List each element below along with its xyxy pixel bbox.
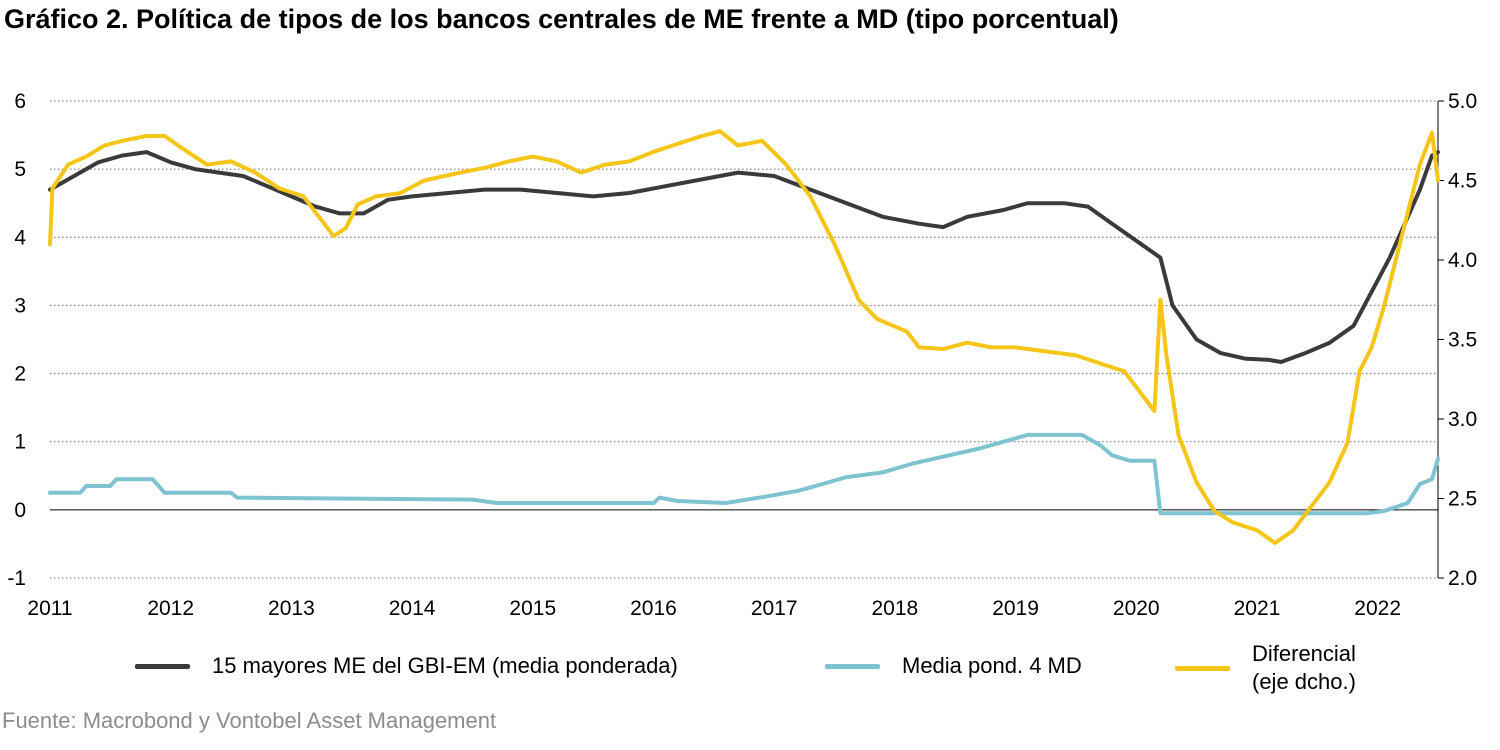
x-tick-label: 2022	[1354, 597, 1401, 620]
right-y-axis: 2.0 2.5 3.0 3.5 4.0 4.5 5.0	[1437, 90, 1477, 590]
legend: 15 mayores ME del GBI-EM (media ponderad…	[0, 640, 1500, 700]
x-tick-label: 2016	[630, 597, 677, 620]
chart-title: Gráfico 2. Política de tipos de los banc…	[4, 4, 1119, 34]
x-tick-label: 2013	[268, 597, 315, 620]
y-left-tick-label: -1	[7, 567, 26, 590]
line-chart: -1 0 1 2 3 4 5 6 2.0 2.5 3.0 3.5 4.0 4.5 5.0 2011 2012…	[7, 90, 1477, 620]
x-tick-label: 2017	[751, 597, 798, 620]
legend-label-spread-line2: (eje dcho.)	[1252, 669, 1356, 694]
series-line-dm	[48, 432, 1440, 516]
legend-item-spread: Diferencial (eje dcho.)	[1175, 640, 1356, 696]
x-tick-label: 2014	[389, 597, 436, 620]
y-left-tick-label: 3	[14, 294, 26, 317]
left-y-axis: -1 0 1 2 3 4 5 6	[7, 90, 26, 590]
x-tick-label: 2015	[509, 597, 556, 620]
x-tick-label: 2018	[872, 597, 919, 620]
legend-label-dm: Media pond. 4 MD	[902, 653, 1082, 678]
source-note: Fuente: Macrobond y Vontobel Asset Manag…	[2, 708, 497, 733]
y-right-tick-label: 4.5	[1448, 170, 1477, 193]
y-right-tick-label: 3.5	[1448, 329, 1477, 352]
legend-label-em: 15 mayores ME del GBI-EM (media ponderad…	[212, 653, 678, 678]
gridlines	[50, 100, 1438, 579]
y-left-tick-label: 2	[14, 363, 26, 386]
legend-swatch-spread	[1175, 665, 1230, 671]
y-right-tick-label: 2.0	[1448, 567, 1477, 590]
legend-label-spread-line1: Diferencial	[1252, 641, 1356, 666]
y-left-tick-label: 5	[14, 158, 26, 181]
x-tick-label: 2021	[1234, 597, 1281, 620]
y-right-tick-label: 5.0	[1448, 90, 1477, 113]
series-line-spread	[48, 129, 1440, 545]
x-tick-label: 2012	[147, 597, 194, 620]
y-left-tick-label: 1	[14, 431, 26, 454]
legend-item-dm: Media pond. 4 MD	[825, 652, 1082, 680]
x-axis: 2011 2012 2013 2014 2015 2016 2017 2018 2019 2020…	[27, 597, 1401, 620]
series-line-em	[48, 150, 1440, 364]
legend-swatch-em	[135, 663, 190, 669]
y-right-tick-label: 3.0	[1448, 408, 1477, 431]
y-left-tick-label: 6	[14, 90, 26, 113]
x-tick-label: 2019	[992, 597, 1039, 620]
y-right-tick-label: 2.5	[1448, 488, 1477, 511]
y-left-tick-label: 0	[14, 499, 26, 522]
series-lines	[48, 129, 1440, 545]
y-left-tick-label: 4	[14, 226, 26, 249]
legend-label-spread: Diferencial (eje dcho.)	[1252, 640, 1356, 696]
legend-item-em: 15 mayores ME del GBI-EM (media ponderad…	[135, 652, 678, 680]
y-right-tick-label: 4.0	[1448, 249, 1477, 272]
x-tick-label: 2011	[27, 597, 72, 620]
x-tick-label: 2020	[1113, 597, 1160, 620]
legend-swatch-dm	[825, 663, 880, 669]
